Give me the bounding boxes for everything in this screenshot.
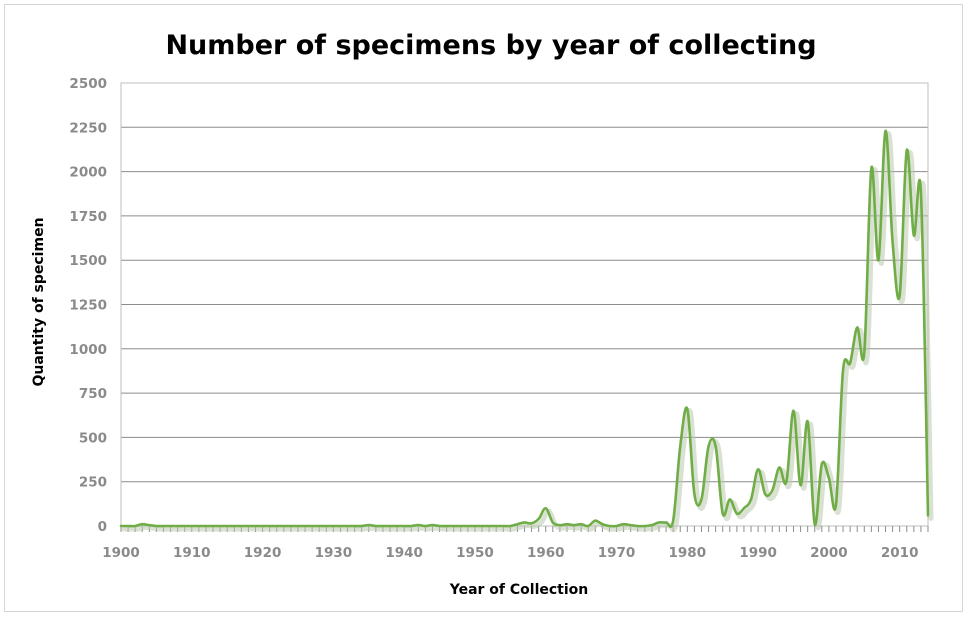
x-tick-label: 2010 (881, 545, 919, 561)
series-layer (119, 129, 934, 533)
x-tick-label: 1920 (244, 545, 282, 561)
y-tick-label: 2500 (69, 76, 107, 92)
y-tick-labels: 0 250 500 750 1000 1250 1500 1750 2000 2250 2500 (69, 76, 107, 535)
x-tick-label: 1930 (315, 545, 353, 561)
x-tick-label: 2000 (810, 545, 848, 561)
x-tick-label: 1990 (739, 545, 777, 561)
x-tick-labels: 1900 1910 1920 1930 1940 1950 1960 1970 1980 1990… (102, 545, 918, 561)
y-tick-label: 1750 (69, 209, 107, 225)
y-tick-label: 1250 (69, 298, 107, 314)
x-tick-label: 1960 (527, 545, 565, 561)
y-axis-title: Quantity of specimen (31, 217, 47, 386)
x-tick-label: 1970 (598, 545, 636, 561)
line-chart: 0 250 500 750 1000 1250 1500 1750 2000 2250 2500 1… (31, 30, 934, 598)
y-tick-label: 2250 (69, 120, 107, 136)
series-line-0 (119, 129, 930, 529)
y-tick-label: 1500 (69, 253, 107, 269)
x-tick-label: 1940 (385, 545, 423, 561)
y-tick-label: 1000 (69, 342, 107, 358)
x-tick-label: 1900 (102, 545, 140, 561)
x-axis-title: Year of Collection (449, 582, 589, 598)
y-tick-label: 0 (98, 519, 107, 535)
y-tick-label: 2000 (69, 165, 107, 181)
chart-frame: 0 250 500 750 1000 1250 1500 1750 2000 2250 2500 1… (4, 4, 963, 612)
y-tick-label: 750 (79, 386, 107, 402)
x-tick-label: 1980 (669, 545, 707, 561)
y-tick-label: 500 (79, 430, 107, 446)
x-tick-label: 1910 (173, 545, 211, 561)
x-tick-label: 1950 (456, 545, 494, 561)
y-tick-label: 250 (79, 475, 107, 491)
chart-title: Number of specimens by year of collectin… (165, 30, 816, 61)
